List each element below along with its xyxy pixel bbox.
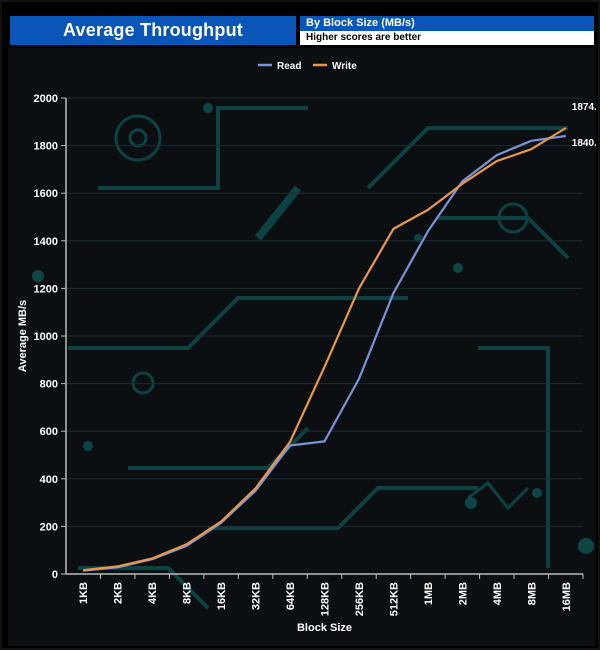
x-tick-label: 1MB bbox=[423, 582, 435, 605]
x-tick-label: 4KB bbox=[147, 582, 159, 604]
x-tick-label: 8KB bbox=[182, 582, 194, 604]
legend-label-write: Write bbox=[332, 61, 357, 72]
x-axis-label: Block Size bbox=[297, 622, 352, 634]
y-tick-label: 1200 bbox=[34, 283, 58, 295]
y-tick-labels: 0 200 400 600 800 1000 1200 1400 1600 1800 2000 bbox=[34, 93, 58, 581]
chart-note: Higher scores are better bbox=[300, 31, 594, 45]
x-tick-labels: 1KB 2KB 4KB 8KB 16KB 32KB 64KB 128KB 256KB 512KB 1… bbox=[78, 582, 573, 616]
series-line-read bbox=[83, 134, 566, 572]
y-tick-label: 2000 bbox=[34, 93, 58, 105]
x-tick-label: 1KB bbox=[78, 582, 90, 604]
y-tick-label: 1400 bbox=[34, 236, 58, 248]
axes bbox=[61, 97, 584, 579]
y-axis-label: Average MB/s bbox=[17, 300, 29, 372]
x-tick-label: 2MB bbox=[457, 582, 469, 605]
legend: Read Write bbox=[258, 61, 357, 72]
circuit-dots bbox=[32, 103, 594, 554]
y-tick-label: 1600 bbox=[34, 188, 58, 200]
x-tick-label: 16MB bbox=[561, 582, 573, 611]
x-tick-label: 256KB bbox=[354, 582, 366, 616]
x-tick-label: 16KB bbox=[216, 582, 228, 610]
y-tick-label: 1000 bbox=[34, 331, 58, 343]
x-tick-label: 2KB bbox=[113, 582, 125, 604]
y-tick-label: 200 bbox=[40, 521, 58, 533]
chart-subtitle: By Block Size (MB/s) bbox=[300, 16, 594, 31]
series-line-write bbox=[83, 127, 567, 572]
end-label-write: 1874.15 bbox=[572, 102, 596, 113]
x-tick-label: 64KB bbox=[285, 582, 297, 610]
end-value-labels: 1840.16 1874.15 bbox=[572, 102, 596, 149]
line-chart: 0 200 400 600 800 1000 1200 1400 1600 1800 2000 1K… bbox=[17, 61, 596, 634]
chart-title: Average Throughput bbox=[10, 16, 296, 45]
subtitle-box: By Block Size (MB/s) Higher scores are b… bbox=[300, 16, 594, 45]
grid-lines bbox=[66, 97, 583, 575]
y-tick-label: 1800 bbox=[34, 141, 58, 153]
y-tick-label: 800 bbox=[40, 379, 58, 391]
y-tick-label: 0 bbox=[52, 569, 58, 581]
x-tick-label: 8MB bbox=[526, 582, 538, 605]
circuit-decoration bbox=[68, 106, 570, 610]
x-tick-label: 128KB bbox=[320, 582, 332, 616]
end-label-read: 1840.16 bbox=[572, 138, 596, 149]
y-tick-label: 400 bbox=[40, 474, 58, 486]
x-tick-label: 32KB bbox=[251, 582, 263, 610]
y-tick-label: 600 bbox=[40, 426, 58, 438]
x-tick-label: 512KB bbox=[388, 582, 400, 616]
legend-label-read: Read bbox=[277, 61, 301, 72]
x-tick-label: 4MB bbox=[492, 582, 504, 605]
series-lines bbox=[83, 127, 567, 572]
